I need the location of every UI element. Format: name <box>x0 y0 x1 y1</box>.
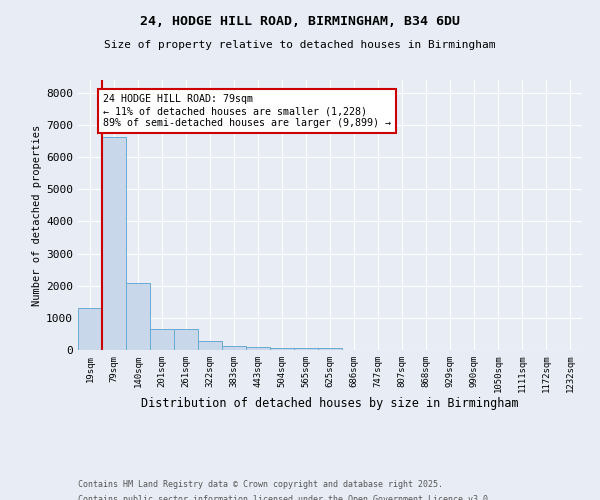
Bar <box>318 348 342 350</box>
Text: 24, HODGE HILL ROAD, BIRMINGHAM, B34 6DU: 24, HODGE HILL ROAD, BIRMINGHAM, B34 6DU <box>140 15 460 28</box>
Y-axis label: Number of detached properties: Number of detached properties <box>32 124 42 306</box>
Text: Contains public sector information licensed under the Open Government Licence v3: Contains public sector information licen… <box>78 495 493 500</box>
Text: Contains HM Land Registry data © Crown copyright and database right 2025.: Contains HM Land Registry data © Crown c… <box>78 480 443 489</box>
Bar <box>78 308 102 350</box>
Text: Size of property relative to detached houses in Birmingham: Size of property relative to detached ho… <box>104 40 496 50</box>
Bar <box>246 347 270 350</box>
Bar <box>102 137 126 350</box>
Bar <box>198 340 222 350</box>
Bar <box>270 348 294 350</box>
X-axis label: Distribution of detached houses by size in Birmingham: Distribution of detached houses by size … <box>141 396 519 409</box>
Bar <box>294 348 318 350</box>
Text: 24 HODGE HILL ROAD: 79sqm
← 11% of detached houses are smaller (1,228)
89% of se: 24 HODGE HILL ROAD: 79sqm ← 11% of detac… <box>103 94 391 128</box>
Bar <box>126 282 150 350</box>
Bar <box>150 329 174 350</box>
Bar <box>222 346 246 350</box>
Bar <box>174 329 198 350</box>
